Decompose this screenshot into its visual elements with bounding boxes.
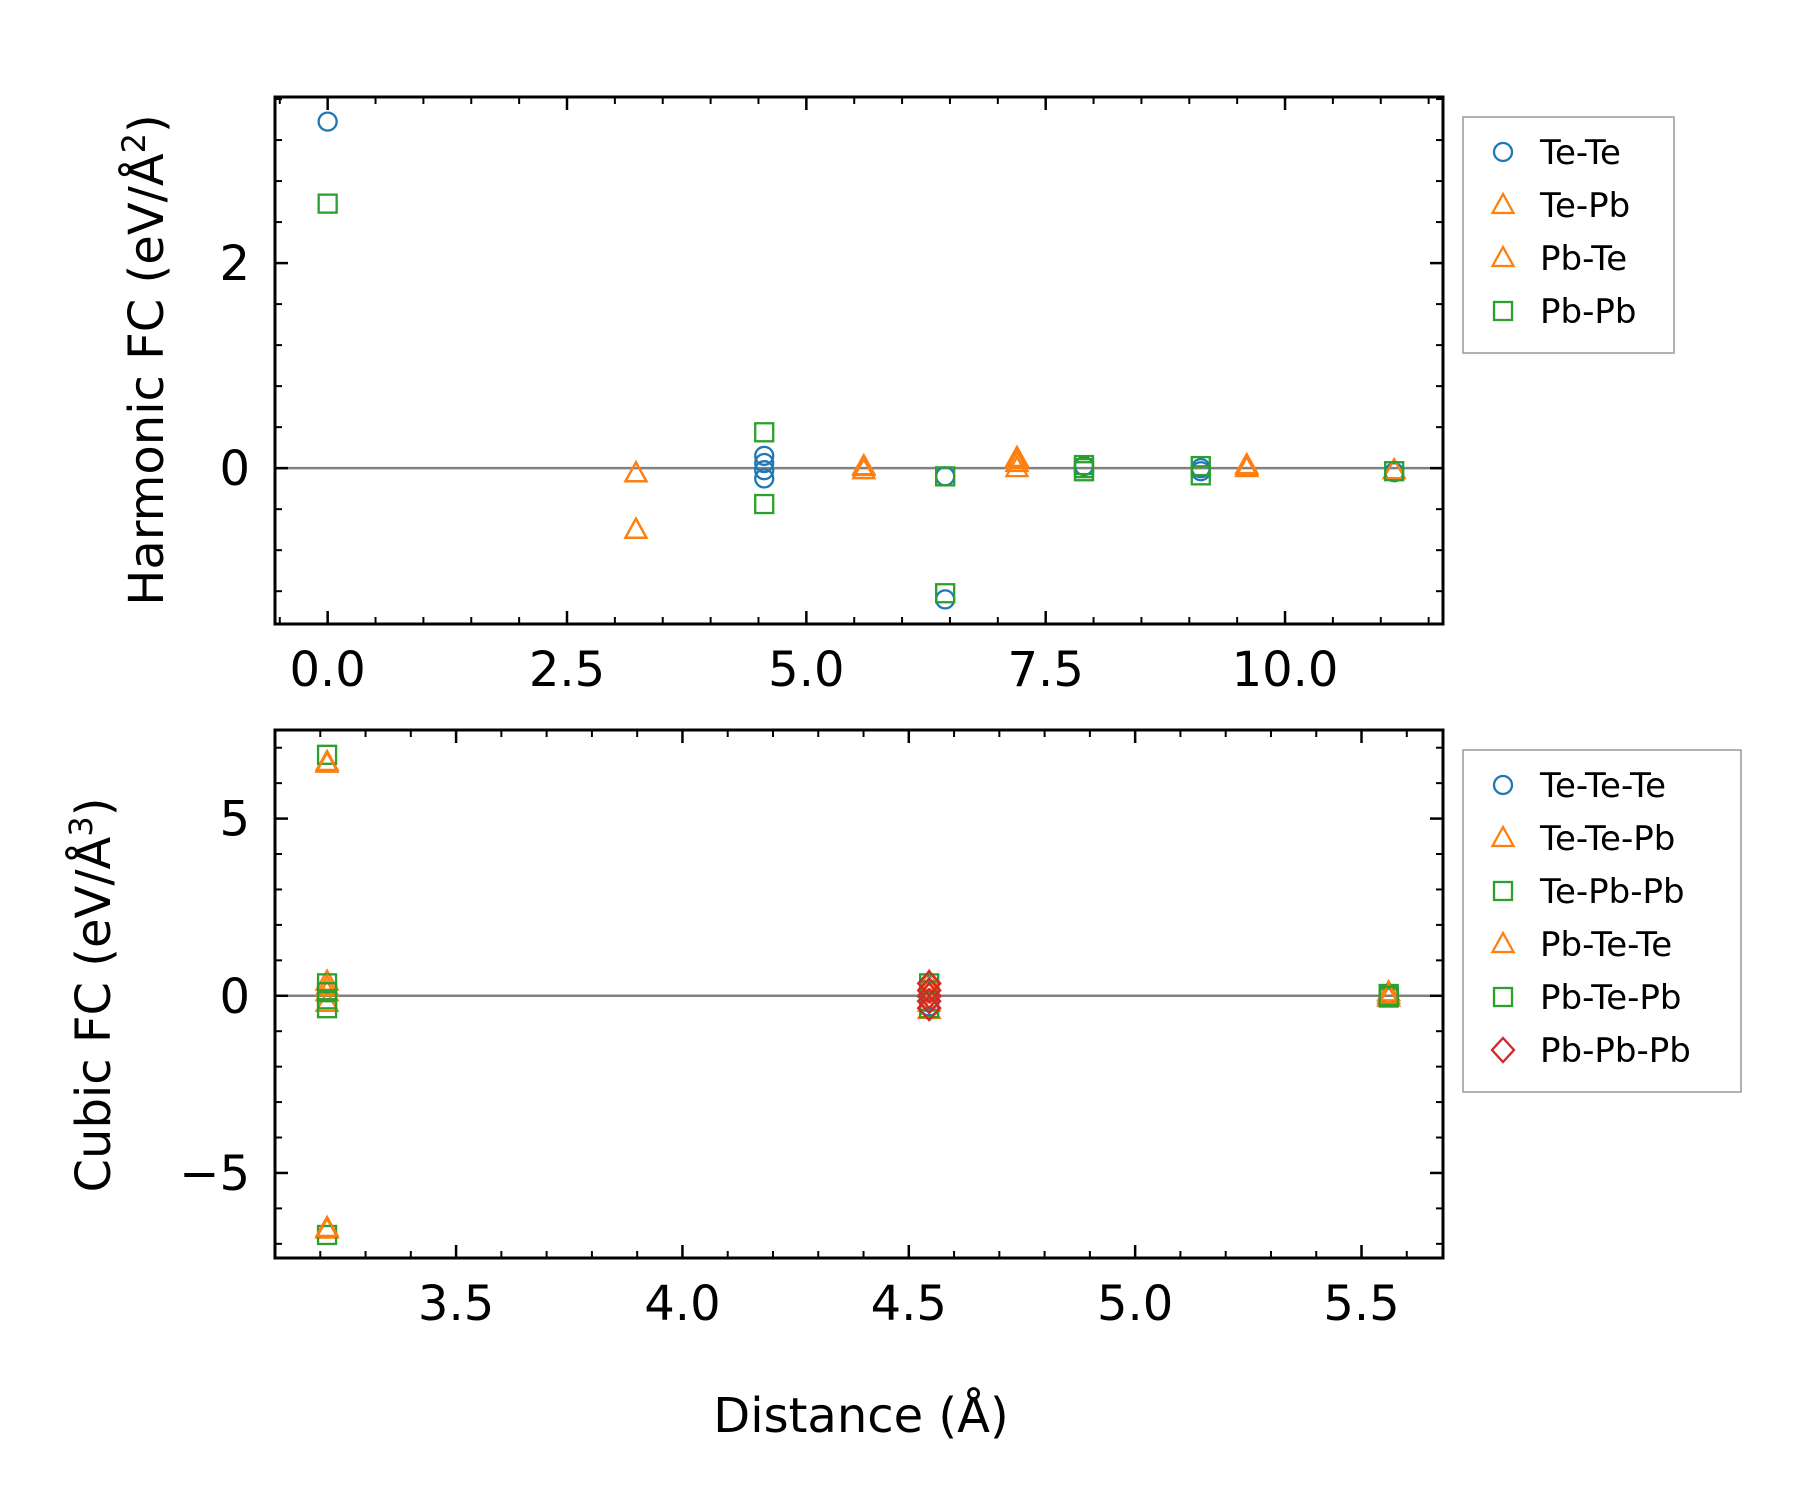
harmonic-point-pb-te — [623, 459, 649, 483]
cubic-point-pb-te-pb — [316, 989, 338, 1010]
harmonic-point-te-pb — [851, 456, 877, 480]
cubic-point-pb-pb-pb — [916, 987, 942, 1015]
cubic-point-te-te-pb — [1376, 978, 1402, 1002]
harmonic-point-pb-pb — [1384, 461, 1405, 482]
harmonic-series-pb-pb — [317, 193, 1405, 604]
cubic-legend-label-pb-pb-pb: Pb-Pb-Pb — [1540, 1031, 1691, 1071]
harmonic-legend-marker-pb-pb — [1492, 300, 1514, 322]
cubic-legend-marker-te-te-te — [1492, 774, 1514, 796]
harmonic-point-pb-te — [623, 516, 649, 539]
cubic-fc-panel: 3.5 4.0 4.5 5.0 5.5 −5 0 5 Cubic FC (eV/Å3) Dis… — [62, 728, 1742, 1444]
cubic-point-pb-pb-pb — [916, 976, 942, 1005]
harmonic-legend-label-pb-te: Pb-Te — [1540, 239, 1627, 279]
cubic-legend-label-te-te-pb: Te-Te-Pb — [1539, 819, 1675, 859]
harmonic-point-pb-te — [1004, 446, 1030, 470]
harmonic-point-pb-te — [851, 453, 877, 477]
harmonic-x-tick-label: 0.0 — [289, 642, 365, 698]
cubic-legend-frame — [1462, 749, 1742, 1093]
cubic-point-pb-pb-pb — [916, 982, 942, 1010]
harmonic-legend: Te-Te Te-Pb Pb-Te Pb-Pb — [1462, 116, 1675, 354]
harmonic-point-pb-pb — [1073, 461, 1095, 482]
cubic-point-pb-te-pb — [919, 990, 940, 1012]
harmonic-point-te-pb — [1381, 456, 1407, 480]
harmonic-data-points — [317, 111, 1407, 610]
harmonic-legend-marker-pb-te — [1490, 244, 1516, 268]
cubic-legend-marker-pb-pb-pb — [1490, 1036, 1516, 1064]
cubic-legend-label-pb-te-pb: Pb-Te-Pb — [1540, 978, 1682, 1018]
harmonic-point-pb-pb — [754, 422, 775, 443]
x-axis-label: Distance (Å) — [713, 1387, 1008, 1444]
harmonic-point-pb-te — [1234, 452, 1260, 476]
harmonic-fc-panel: 0.0 2.5 5.0 7.5 10.0 0 2 Harmonic FC (eV/Å2) T… — [115, 95, 1675, 698]
cubic-legend-label-te-pb-pb: Te-Pb-Pb — [1539, 872, 1685, 912]
harmonic-point-pb-pb — [754, 493, 775, 515]
harmonic-point-pb-pb — [935, 466, 956, 487]
cubic-point-pb-te-te — [314, 1214, 340, 1238]
harmonic-point-te-te — [317, 111, 338, 132]
cubic-legend-label-te-te-te: Te-Te-Te — [1539, 766, 1666, 806]
harmonic-legend-marker-te-pb — [1490, 191, 1516, 215]
harmonic-x-tick-label: 10.0 — [1232, 642, 1339, 698]
cubic-y-tick-label: −5 — [179, 1146, 250, 1202]
harmonic-point-te-pb — [1004, 449, 1030, 473]
harmonic-point-pb-pb — [935, 583, 956, 604]
cubic-x-tick-label: 5.5 — [1323, 1276, 1399, 1332]
cubic-plot-frame — [273, 728, 1445, 1260]
harmonic-point-te-te — [754, 445, 775, 467]
harmonic-point-te-te — [754, 468, 775, 489]
cubic-point-te-pb-pb — [316, 744, 338, 765]
cubic-series-pb-te-pb — [316, 980, 1399, 1012]
cubic-legend-label-pb-te-te: Pb-Te-Te — [1540, 925, 1672, 965]
harmonic-point-te-te — [754, 452, 775, 474]
cubic-point-pb-pb-pb — [916, 994, 942, 1022]
harmonic-x-tick-label: 2.5 — [529, 642, 605, 698]
harmonic-plot-frame — [273, 95, 1445, 626]
harmonic-point-te-te — [754, 460, 775, 481]
harmonic-series-pb-te — [623, 446, 1260, 539]
cubic-y-tick-label: 5 — [219, 792, 250, 848]
harmonic-x-tick-label: 7.5 — [1008, 642, 1084, 698]
cubic-x-tick-label: 3.5 — [418, 1276, 494, 1332]
harmonic-y-tick-label: 0 — [219, 441, 250, 497]
harmonic-legend-label-te-pb: Te-Pb — [1539, 186, 1630, 226]
cubic-x-tick-label: 4.0 — [644, 1276, 720, 1332]
cubic-data-points — [314, 744, 1402, 1246]
harmonic-legend-frame — [1462, 116, 1675, 354]
cubic-legend-marker-te-pb-pb — [1492, 880, 1514, 902]
harmonic-point-pb-pb — [317, 193, 338, 214]
cubic-legend-marker-pb-te-pb — [1492, 986, 1514, 1008]
harmonic-y-axis-label: Harmonic FC (eV/Å2) — [115, 114, 175, 606]
cubic-point-pb-te-te — [314, 973, 340, 997]
harmonic-legend-label-te-te: Te-Te — [1539, 133, 1621, 173]
harmonic-point-pb-pb — [1190, 465, 1211, 486]
harmonic-legend-marker-te-te — [1492, 141, 1514, 163]
cubic-legend-marker-pb-te-te — [1490, 930, 1516, 954]
harmonic-legend-label-pb-pb: Pb-Pb — [1540, 292, 1636, 332]
cubic-x-tick-label: 5.0 — [1097, 1276, 1173, 1332]
cubic-point-pb-te-pb — [1378, 985, 1399, 1006]
cubic-legend: Te-Te-Te Te-Te-Pb Te-Pb-Pb Pb-Te-Te Pb-Te-Pb… — [1462, 749, 1742, 1093]
cubic-series-pb-pb-pb — [916, 969, 942, 1022]
cubic-point-pb-te-te — [1376, 981, 1402, 1005]
cubic-point-pb-te-pb — [919, 980, 940, 1001]
harmonic-x-tick-label: 5.0 — [768, 642, 844, 698]
harmonic-point-te-pb — [1004, 454, 1030, 478]
cubic-legend-marker-te-te-pb — [1490, 824, 1516, 848]
cubic-y-tick-label: 0 — [219, 969, 250, 1025]
cubic-x-tick-label: 4.5 — [871, 1276, 947, 1332]
cubic-point-pb-te-te — [314, 750, 340, 773]
cubic-y-axis-label: Cubic FC (eV/Å3) — [62, 798, 122, 1193]
harmonic-axis-ticks: 0.0 2.5 5.0 7.5 10.0 0 2 — [219, 97, 1443, 698]
harmonic-y-tick-label: 2 — [219, 236, 250, 292]
